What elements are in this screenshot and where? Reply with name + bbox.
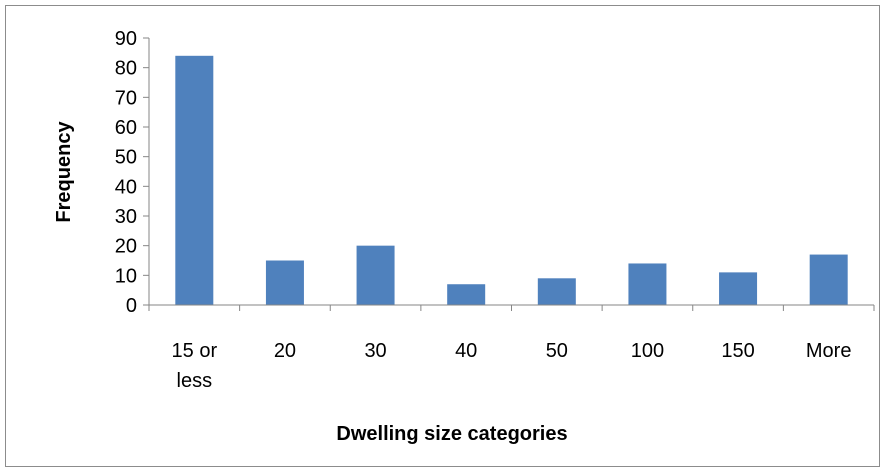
y-tick-label: 50 bbox=[115, 147, 137, 169]
y-tick-label: 60 bbox=[115, 117, 137, 139]
x-tick-label: 100 bbox=[631, 340, 664, 362]
y-tick-label: 40 bbox=[115, 176, 137, 198]
bar bbox=[356, 245, 395, 305]
y-tick-label: 30 bbox=[115, 206, 137, 228]
bar bbox=[719, 272, 758, 305]
bars bbox=[175, 55, 848, 305]
y-tick-label: 70 bbox=[115, 87, 137, 109]
y-tick-label: 10 bbox=[115, 265, 137, 287]
y-tick-label: 0 bbox=[126, 295, 137, 317]
y-axis-ticks: 0 10 20 30 40 50 60 70 80 90 bbox=[115, 28, 149, 317]
y-tick-label: 80 bbox=[115, 58, 137, 80]
chart-frame bbox=[5, 5, 880, 467]
bar bbox=[537, 278, 576, 305]
x-tick-label: 15 or less bbox=[172, 340, 218, 392]
x-tick-label: 30 bbox=[364, 340, 386, 362]
y-tick-label: 20 bbox=[115, 236, 137, 258]
x-tick-label: 40 bbox=[455, 340, 477, 362]
y-tick-label: 90 bbox=[115, 28, 137, 50]
bar bbox=[628, 263, 667, 305]
y-axis-title: Frequency bbox=[53, 121, 75, 223]
x-tick-label: 20 bbox=[274, 340, 296, 362]
x-tick-label: 50 bbox=[546, 340, 568, 362]
bar bbox=[809, 254, 848, 305]
x-axis-ticks: 15 or less 20 30 40 50 100 150 More bbox=[148, 305, 875, 392]
bar bbox=[175, 55, 214, 305]
x-tick-label: 150 bbox=[721, 340, 754, 362]
x-tick-label: More bbox=[806, 340, 852, 362]
bar bbox=[265, 260, 304, 305]
x-axis-title: Dwelling size categories bbox=[336, 423, 567, 445]
bar bbox=[447, 284, 486, 305]
